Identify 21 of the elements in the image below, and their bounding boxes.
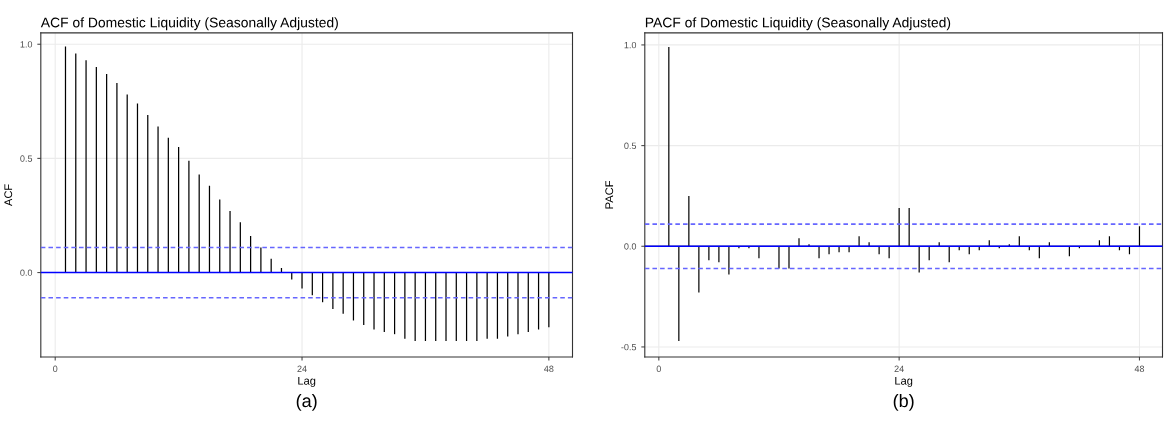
y-tick-label: 1.0 bbox=[624, 41, 637, 49]
x-tick-label: 48 bbox=[1134, 365, 1145, 372]
x-tick-label: 48 bbox=[544, 365, 554, 372]
text: (a) bbox=[296, 393, 317, 411]
chart-title: ACF of Domestic Liquidity (Seasonally Adjusted) bbox=[40, 17, 338, 31]
chart-title: PACF of Domestic Liquidity (Seasonally Adjusted) bbox=[645, 17, 951, 31]
x-axis-title: Lag bbox=[895, 376, 913, 387]
y-tick-label: 0.0 bbox=[20, 269, 33, 276]
y-axis-title: PACF bbox=[605, 180, 614, 209]
y-tick-label: -0.5 bbox=[621, 343, 637, 351]
y-tick-label: 0.5 bbox=[20, 155, 33, 162]
x-tick-label: 0 bbox=[656, 365, 661, 372]
y-tick-label: 0.5 bbox=[624, 142, 637, 149]
x-tick-label: 24 bbox=[297, 365, 307, 372]
y-axis-title: ACF bbox=[4, 184, 13, 207]
x-tick-label: 0 bbox=[53, 365, 58, 372]
y-tick-label: 0.0 bbox=[624, 243, 637, 250]
x-axis-title: Lag bbox=[298, 376, 316, 387]
y-tick-label: 1.0 bbox=[20, 41, 33, 48]
text: (b) bbox=[893, 393, 914, 411]
x-tick-label: 24 bbox=[894, 365, 904, 372]
